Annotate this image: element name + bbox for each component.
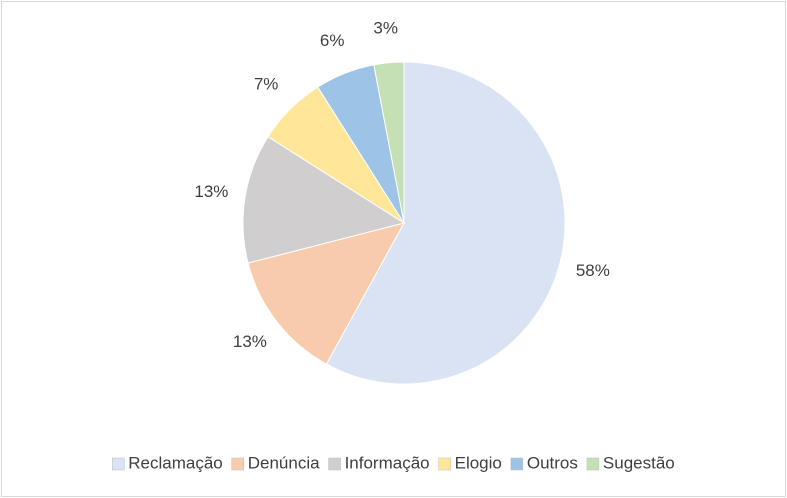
data-label: 13% — [233, 332, 267, 351]
legend-label: Informação — [345, 453, 430, 472]
legend-label: Reclamação — [128, 453, 223, 472]
legend-swatch — [111, 457, 125, 471]
data-label: 3% — [373, 18, 398, 37]
legend-swatch — [438, 457, 451, 471]
data-label: 58% — [576, 261, 610, 280]
legend-swatch — [510, 457, 524, 471]
pie-slice — [373, 61, 405, 224]
legend-swatch — [586, 457, 600, 471]
pie-slice — [325, 61, 566, 385]
legend-label: Elogio — [455, 453, 502, 472]
pie-slice — [242, 136, 406, 264]
data-label: 13% — [194, 182, 228, 201]
legend-label: Sugestão — [603, 453, 675, 472]
pie-slice — [247, 222, 405, 365]
legend-label: Denúncia — [248, 453, 320, 472]
legend-label: Outros — [527, 453, 578, 472]
legend-swatch — [328, 457, 341, 471]
data-label: 6% — [320, 31, 345, 50]
legend-swatch — [231, 457, 244, 471]
data-label: 7% — [254, 75, 279, 94]
